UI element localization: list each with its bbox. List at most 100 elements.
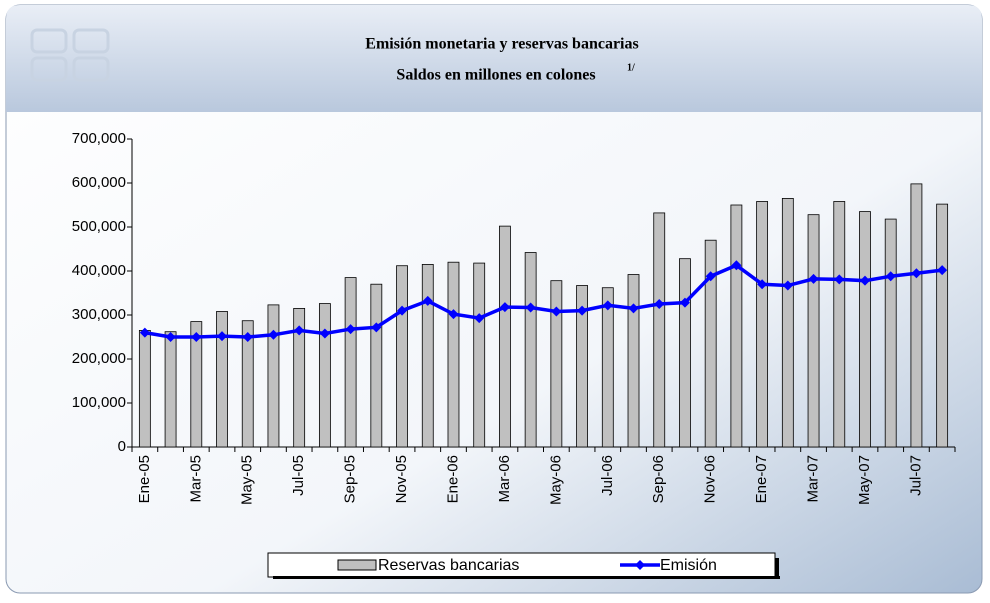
bar	[679, 258, 691, 448]
marker	[268, 329, 279, 340]
bar	[653, 212, 666, 448]
x-tick-label: May-06	[547, 455, 564, 505]
legend-shadow	[273, 576, 780, 579]
footnote-marker: 1/	[627, 62, 635, 73]
logo	[30, 28, 110, 82]
bar	[884, 218, 897, 448]
x-tick-label: Ene-05	[136, 455, 153, 503]
x-tick-label: Jul-05	[290, 455, 307, 496]
bar	[730, 204, 743, 448]
marker	[757, 279, 768, 290]
bar	[627, 274, 640, 448]
bar	[138, 329, 151, 448]
y-tick-label: 200,000	[72, 350, 126, 367]
marker	[628, 303, 639, 314]
bar	[781, 197, 794, 448]
marker	[782, 280, 793, 291]
bar	[550, 280, 563, 448]
bar	[293, 307, 306, 448]
marker	[808, 273, 819, 284]
marker	[551, 306, 562, 317]
x-tick-label: Jul-06	[599, 455, 616, 496]
bar	[216, 311, 228, 448]
x-tick-label: Jul-07	[907, 455, 924, 496]
marker	[731, 260, 742, 271]
bar	[704, 239, 717, 448]
marker	[654, 299, 665, 309]
marker	[705, 271, 716, 282]
bar	[344, 277, 357, 448]
chart-subtitle: Saldos en millones en colones	[396, 67, 595, 84]
chart-title: Emisión monetaria y reservas bancarias	[365, 36, 638, 53]
bar	[267, 304, 280, 448]
legend-label: Emisión	[660, 557, 717, 574]
marker	[679, 297, 690, 308]
legend-label: Reservas bancarias	[378, 557, 519, 574]
bar	[524, 252, 537, 448]
x-tick-label: Mar-07	[805, 455, 822, 503]
marker	[217, 331, 228, 342]
marker	[525, 302, 536, 313]
line	[144, 263, 943, 339]
marker	[294, 325, 305, 336]
x-tick-label: May-07	[856, 455, 873, 505]
marker	[345, 324, 356, 335]
marker	[139, 327, 150, 338]
bar	[421, 263, 434, 448]
x-tick-label: Mar-06	[496, 455, 513, 503]
header-band	[6, 5, 982, 112]
bar	[756, 201, 769, 448]
marker	[319, 328, 330, 339]
marker	[499, 302, 510, 313]
x-tick-label: Nov-06	[702, 455, 719, 503]
bar	[576, 285, 588, 448]
bar	[859, 211, 871, 448]
marker	[911, 268, 922, 279]
marker	[602, 300, 613, 311]
x-tick-label: Nov-05	[393, 455, 410, 503]
bar	[936, 203, 949, 448]
bar	[190, 321, 203, 448]
y-tick-label: 300,000	[72, 306, 126, 323]
bar	[833, 201, 846, 448]
bar	[601, 287, 614, 448]
bar	[473, 262, 486, 448]
bar	[807, 214, 820, 448]
marker	[371, 322, 382, 333]
marker	[577, 305, 588, 316]
legend-shadow	[775, 558, 779, 579]
marker	[397, 305, 408, 316]
bar	[164, 331, 177, 448]
bar	[318, 303, 331, 448]
y-tick-label: 700,000	[72, 130, 126, 147]
marker	[422, 295, 433, 306]
marker	[937, 265, 948, 276]
y-tick-label: 600,000	[72, 174, 126, 191]
marker	[885, 271, 896, 282]
x-tick-label: Sep-05	[342, 455, 359, 503]
bar	[396, 265, 408, 448]
marker	[165, 332, 176, 342]
marker	[834, 274, 845, 285]
marker	[859, 275, 870, 286]
x-tick-label: Sep-06	[650, 455, 667, 503]
y-tick-label: 0	[118, 438, 126, 455]
marker	[191, 332, 202, 342]
legend-swatch	[635, 560, 645, 570]
bar	[910, 183, 923, 448]
marker	[474, 313, 485, 324]
y-tick-label: 400,000	[72, 262, 126, 279]
bar	[241, 320, 254, 448]
legend-swatch	[337, 559, 377, 571]
x-tick-label: Ene-06	[444, 455, 461, 503]
x-tick-label: May-05	[239, 455, 256, 505]
bar	[447, 261, 460, 448]
x-tick-label: Ene-07	[753, 455, 770, 503]
x-tick-label: Mar-05	[187, 455, 204, 503]
y-tick-label: 100,000	[72, 394, 126, 411]
bar	[370, 283, 383, 448]
y-tick-label: 500,000	[72, 218, 126, 235]
marker	[242, 332, 253, 342]
bar	[499, 225, 511, 448]
